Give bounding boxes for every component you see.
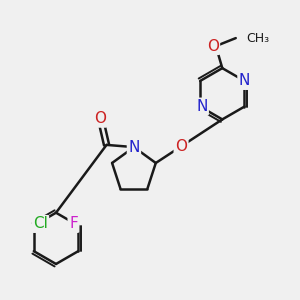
Text: N: N <box>128 140 140 154</box>
Text: O: O <box>175 139 187 154</box>
Text: F: F <box>69 216 78 231</box>
Text: N: N <box>239 74 250 88</box>
Text: O: O <box>94 111 106 126</box>
Text: O: O <box>207 39 219 54</box>
Text: N: N <box>196 99 207 114</box>
Text: CH₃: CH₃ <box>246 32 269 45</box>
Text: Cl: Cl <box>33 216 48 231</box>
